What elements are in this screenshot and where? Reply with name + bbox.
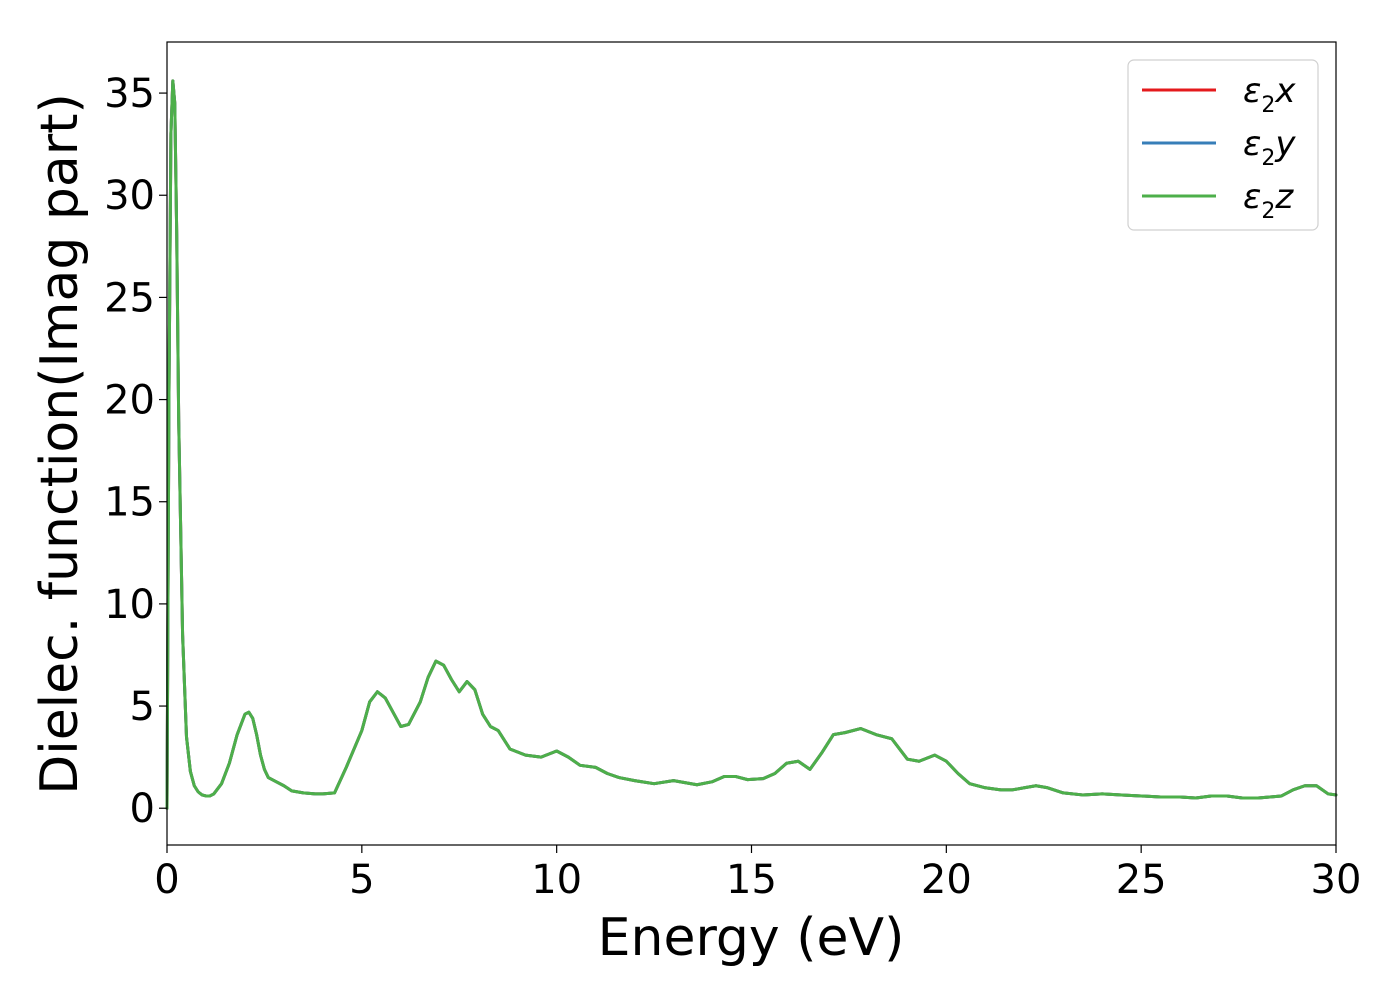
y-tick-label: 30 (104, 173, 155, 219)
legend-axis: x (1274, 71, 1296, 111)
y-tick-label: 5 (130, 684, 155, 730)
y-tick-label: 25 (104, 275, 155, 321)
y-ticks: 0 5 10 15 20 25 30 35 (104, 71, 167, 832)
x-tick-label: 15 (726, 857, 777, 903)
legend-symbol: ε (1243, 177, 1261, 217)
legend-axis: z (1274, 177, 1294, 217)
legend-label-y: ε2y (1243, 124, 1296, 171)
x-tick-label: 0 (154, 857, 179, 903)
legend-subscript: 2 (1261, 146, 1275, 171)
x-axis-label: Energy (eV) (598, 908, 905, 968)
y-axis-label: Dielec. function(Imag part) (30, 93, 90, 795)
x-tick-label: 25 (1116, 857, 1167, 903)
x-tick-label: 30 (1311, 857, 1362, 903)
x-tick-label: 5 (349, 857, 374, 903)
x-tick-label: 10 (531, 857, 582, 903)
series-line-z (165, 79, 1338, 810)
legend-subscript: 2 (1261, 199, 1275, 224)
y-tick-label: 35 (104, 71, 155, 117)
y-tick-label: 0 (130, 786, 155, 832)
series-group (165, 79, 1338, 810)
legend-symbol: ε (1243, 71, 1261, 111)
legend-label-z: ε2z (1243, 177, 1294, 224)
y-tick-label: 15 (104, 480, 155, 526)
legend-symbol: ε (1243, 124, 1261, 164)
y-tick-label: 20 (104, 378, 155, 424)
y-tick-label: 10 (104, 582, 155, 628)
legend-label-x: ε2x (1243, 71, 1296, 118)
x-ticks: 0 5 10 15 20 25 30 (154, 845, 1361, 903)
legend-subscript: 2 (1261, 93, 1275, 118)
legend-axis: y (1274, 124, 1296, 164)
legend-box (1127, 59, 1319, 231)
x-tick-label: 20 (921, 857, 972, 903)
